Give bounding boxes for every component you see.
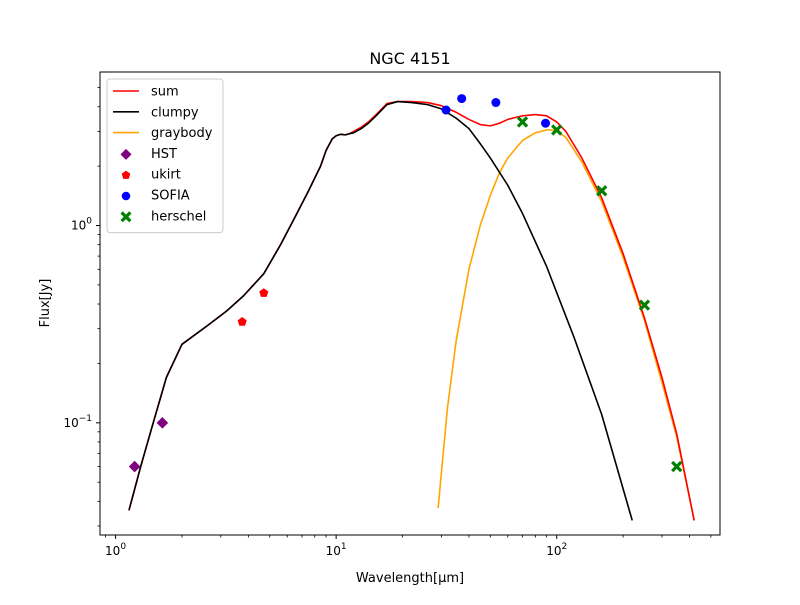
legend-label-ukirt: ukirt: [151, 168, 181, 183]
data-point-HST: [156, 417, 169, 429]
legend-label-graybody: graybody: [151, 126, 213, 141]
y-tick-label: 10−1: [63, 414, 92, 430]
legend-label-clumpy: clumpy: [151, 105, 199, 120]
legend-marker-ukirt: [121, 170, 131, 179]
data-point-SOFIA: [491, 98, 501, 108]
x-tick-label: 102: [546, 542, 567, 558]
legend: sum clumpy graybody HST ukirt SOFIA herschel: [106, 78, 224, 234]
x-tick-label: 100: [105, 542, 126, 558]
legend-marker-HST: [120, 148, 132, 160]
x-tick-label: 101: [326, 542, 347, 558]
series-line-graybody: [437, 129, 695, 521]
data-point-herschel: [638, 299, 651, 311]
legend-label-SOFIA: SOFIA: [151, 189, 190, 204]
data-point-herschel: [596, 185, 608, 197]
data-point-SOFIA: [541, 118, 551, 128]
data-point-SOFIA: [457, 94, 467, 104]
axes-frame: [99, 71, 721, 536]
data-point-herschel: [516, 116, 529, 128]
data-point-SOFIA: [441, 105, 451, 115]
data-point-herschel: [671, 460, 683, 473]
y-tick-label: 100: [71, 217, 92, 233]
data-point-herschel: [551, 124, 563, 136]
points-layer: [128, 94, 683, 473]
legend-label-HST: HST: [151, 147, 177, 162]
legend-box: [106, 78, 224, 234]
series-line-clumpy: [128, 100, 633, 521]
chart-title: NGC 4151: [369, 49, 450, 68]
data-point-ukirt: [259, 288, 269, 297]
x-axis-label: Wavelength[μm]: [356, 571, 464, 586]
data-point-ukirt: [237, 317, 247, 326]
legend-marker-SOFIA: [121, 191, 131, 201]
ticks-layer: 100 101 102 10−1 100: [63, 87, 712, 558]
legend-marker-herschel: [120, 211, 132, 223]
legend-label-sum: sum: [151, 85, 179, 100]
data-point-HST: [128, 460, 141, 473]
legend-label-herschel: herschel: [151, 209, 206, 224]
y-axis-label: Flux[Jy]: [38, 279, 53, 328]
